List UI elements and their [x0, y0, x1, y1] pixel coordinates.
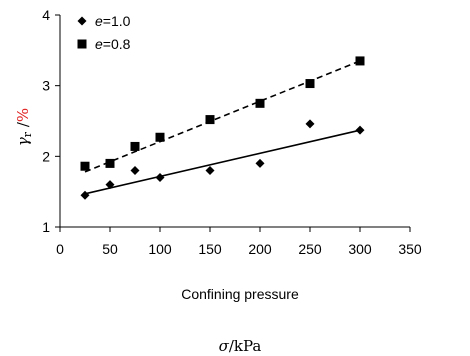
y-tick-label: 4 [42, 7, 50, 23]
data-point-diamond [155, 173, 165, 183]
legend-label: e=1.0 [95, 13, 131, 29]
y-tick-label: 1 [42, 219, 50, 235]
data-point-square [305, 79, 315, 89]
data-point-square [355, 56, 365, 66]
data-point-square [255, 98, 265, 108]
data-point-square [130, 141, 140, 151]
legend: e=1.0 e=0.8 [77, 13, 131, 52]
gamma-symbol: γ [14, 137, 32, 146]
x-tick-label: 50 [102, 241, 118, 257]
y-tick-label: 3 [42, 78, 50, 94]
x-tick-label: 100 [148, 241, 172, 257]
x-tick-label: 150 [198, 241, 222, 257]
gamma-separator: / [14, 121, 32, 132]
y-axis-title: γr /% [14, 108, 34, 146]
data-point-diamond [355, 125, 365, 135]
x-tick-label: 250 [298, 241, 322, 257]
fit-line-0 [84, 129, 361, 195]
x-tick-label: 350 [398, 241, 422, 257]
data-point-square [155, 132, 165, 142]
y-tick-label: 2 [42, 148, 50, 164]
data-point-diamond [80, 190, 90, 200]
data-point-square [205, 115, 215, 125]
legend-marker-square [77, 39, 87, 49]
x-tick-label: 0 [56, 241, 64, 257]
fit-lines [84, 60, 361, 195]
data-point-square [105, 158, 115, 168]
data-point-diamond [205, 165, 215, 175]
gamma-unit: % [14, 108, 32, 122]
sigma-symbol: σ [219, 337, 230, 355]
data-points [80, 56, 365, 200]
sigma-unit: /kPa [229, 337, 262, 355]
x-axis-symbol-label: σ/kPa [219, 337, 262, 355]
x-tick-label: 300 [348, 241, 372, 257]
gamma-subscript: r [21, 131, 34, 137]
data-point-diamond [305, 119, 315, 129]
x-tick-label: 200 [248, 241, 272, 257]
data-point-square [80, 161, 90, 171]
axes: 0 50 100 150 200 250 300 350 1 2 3 4 [42, 7, 422, 257]
fit-line-1 [84, 60, 361, 173]
legend-marker-diamond [77, 16, 87, 26]
data-point-diamond [255, 158, 265, 168]
legend-label: e=0.8 [95, 36, 131, 52]
x-axis-title: Confining pressure [181, 286, 299, 302]
data-point-diamond [105, 180, 115, 190]
data-point-diamond [130, 165, 140, 175]
